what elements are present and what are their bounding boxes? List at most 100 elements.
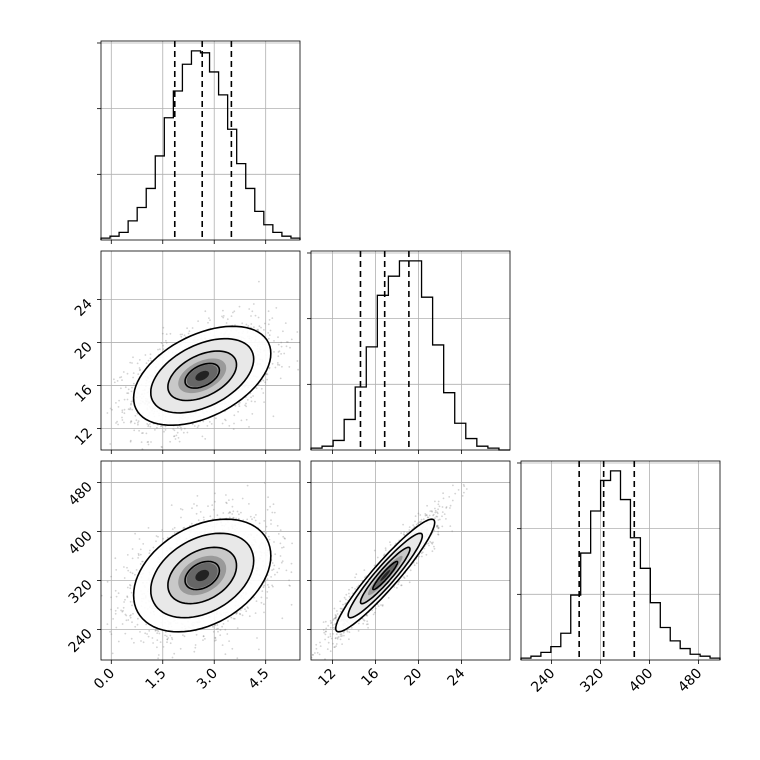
sample-point [164, 429, 167, 431]
sample-point [202, 635, 205, 638]
sample-point [275, 307, 278, 309]
sample-point [147, 425, 150, 428]
sample-point [119, 376, 121, 379]
sample-point [296, 331, 299, 333]
sample-point [238, 513, 240, 516]
sample-point [247, 607, 250, 609]
sample-point [225, 494, 227, 496]
sample-point [339, 600, 342, 603]
sample-point [433, 547, 436, 550]
sample-point [214, 624, 217, 627]
sample-point [273, 511, 276, 514]
sample-point [130, 420, 133, 423]
sample-point [136, 412, 139, 415]
sample-point [179, 647, 182, 650]
sample-point [178, 440, 181, 443]
sample-point [284, 322, 287, 324]
sample-point [229, 511, 232, 514]
sample-point [290, 338, 293, 341]
sample-point [214, 637, 217, 639]
sample-point [210, 423, 213, 425]
sample-point [124, 632, 127, 635]
sample-point [247, 325, 250, 327]
sample-point [134, 532, 137, 535]
sample-point [126, 596, 129, 599]
sample-point [267, 586, 270, 589]
sample-point [272, 415, 275, 418]
sample-point [127, 619, 130, 621]
sample-point [267, 584, 269, 586]
contour-line [184, 560, 221, 591]
sample-point [267, 332, 270, 334]
sample-point [265, 532, 268, 534]
sample-point [165, 333, 168, 336]
sample-point [256, 637, 258, 639]
sample-point [141, 448, 144, 450]
sample-point [162, 344, 165, 347]
sample-point [288, 584, 291, 587]
sample-point [195, 512, 198, 515]
sample-point [246, 518, 249, 521]
sample-point [233, 422, 235, 425]
sample-point [204, 638, 206, 640]
sample-point [350, 627, 353, 629]
sample-point [145, 432, 148, 435]
sample-point [150, 441, 152, 443]
sample-point [106, 623, 109, 625]
sample-point [123, 577, 126, 579]
sample-point [272, 503, 275, 506]
sample-point [110, 633, 113, 636]
sample-point [142, 560, 144, 563]
sample-point [236, 627, 239, 629]
sample-point [161, 332, 164, 335]
sample-point [228, 516, 231, 519]
sample-point [123, 421, 125, 424]
sample-point [214, 500, 216, 503]
sample-point [250, 323, 253, 325]
sample-point [230, 616, 233, 619]
sample-point [138, 367, 141, 369]
sample-point [127, 388, 130, 391]
sample-point [183, 526, 186, 529]
sample-point [144, 354, 147, 356]
sample-point [150, 359, 153, 362]
sample-point [129, 440, 132, 443]
sample-point [274, 366, 277, 369]
sample-point [263, 520, 266, 522]
sample-point [162, 348, 165, 351]
sample-point [160, 425, 163, 427]
sample-point [239, 609, 242, 611]
sample-point [441, 515, 443, 518]
sample-point [281, 560, 284, 562]
sample-point [98, 561, 100, 563]
sample-point [193, 425, 196, 427]
sample-point [151, 637, 154, 639]
sample-point [434, 500, 436, 503]
sample-point [115, 402, 117, 404]
sample-point [110, 596, 112, 599]
sample-point [208, 421, 211, 423]
sample-point [174, 438, 177, 440]
sample-point [228, 499, 230, 501]
sample-point [170, 636, 173, 639]
sample-point [281, 617, 284, 620]
sample-point [224, 418, 226, 421]
sample-point [160, 445, 163, 448]
sample-point [276, 524, 279, 527]
sample-point [145, 623, 148, 626]
sample-point [337, 636, 340, 638]
sample-point [280, 353, 282, 355]
sample-point [116, 607, 119, 609]
sample-point [241, 322, 244, 325]
sample-point [403, 534, 406, 536]
sample-point [305, 540, 307, 542]
sample-point [139, 368, 142, 371]
sample-point [121, 610, 124, 613]
sample-point [236, 657, 239, 660]
sample-point [304, 345, 306, 347]
sample-point [232, 428, 235, 430]
sample-point [260, 387, 263, 390]
sample-point [180, 516, 182, 519]
sample-point [131, 548, 134, 550]
sample-point [132, 376, 135, 379]
